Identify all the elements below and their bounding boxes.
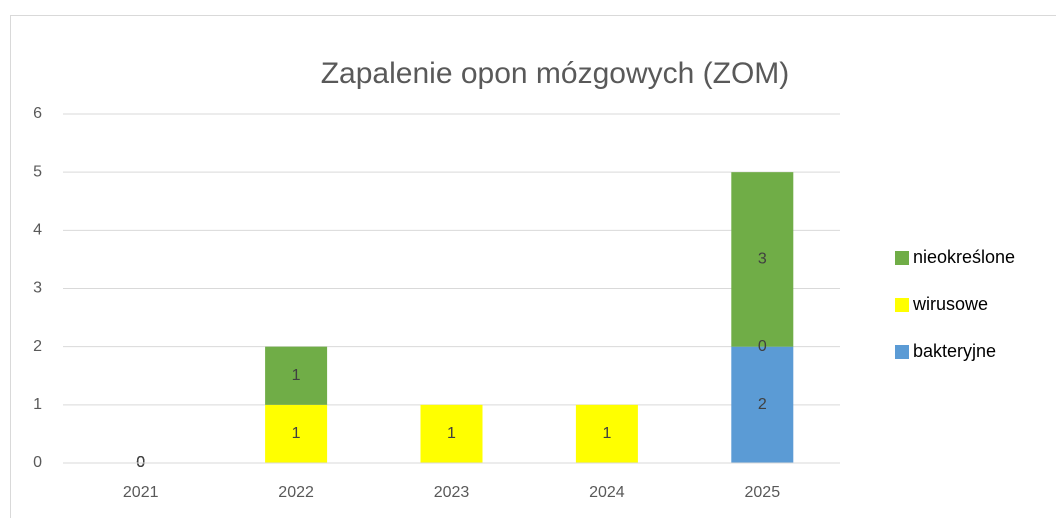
y-tick-label: 0 [33, 454, 42, 471]
chart-title: Zapalenie opon mózgowych (ZOM) [321, 57, 790, 90]
bar-segment [575, 404, 638, 463]
x-tick-label: 2025 [745, 484, 781, 501]
y-tick-label: 3 [33, 280, 42, 297]
chart-border [10, 15, 1056, 518]
x-tick-label: 2021 [123, 484, 159, 501]
legend-swatch [895, 298, 909, 312]
data-label: 1 [602, 425, 611, 442]
data-label: 2 [758, 396, 767, 413]
data-label: 1 [292, 425, 301, 442]
bar-segment [731, 346, 794, 463]
data-label: 1 [292, 367, 301, 384]
bar-segment [265, 404, 328, 463]
legend-label: bakteryjne [913, 341, 996, 361]
y-tick-label: 6 [33, 105, 42, 122]
data-label: 1 [447, 425, 456, 442]
legend-label: wirusowe [912, 294, 988, 314]
legend-swatch [895, 251, 909, 265]
x-tick-label: 2024 [589, 484, 625, 501]
data-label: 0 [758, 338, 767, 355]
y-tick-label: 1 [33, 396, 42, 413]
x-tick-label: 2022 [278, 484, 314, 501]
bar-segment [731, 172, 794, 347]
data-label: 3 [758, 251, 767, 268]
legend-swatch [895, 345, 909, 359]
y-tick-label: 4 [33, 222, 42, 239]
x-tick-label: 2023 [434, 484, 470, 501]
legend-label: nieokreślone [913, 247, 1015, 267]
y-tick-label: 2 [33, 338, 42, 355]
y-tick-label: 5 [33, 163, 42, 180]
bar-segment [265, 346, 328, 405]
bar-segment [420, 404, 483, 463]
